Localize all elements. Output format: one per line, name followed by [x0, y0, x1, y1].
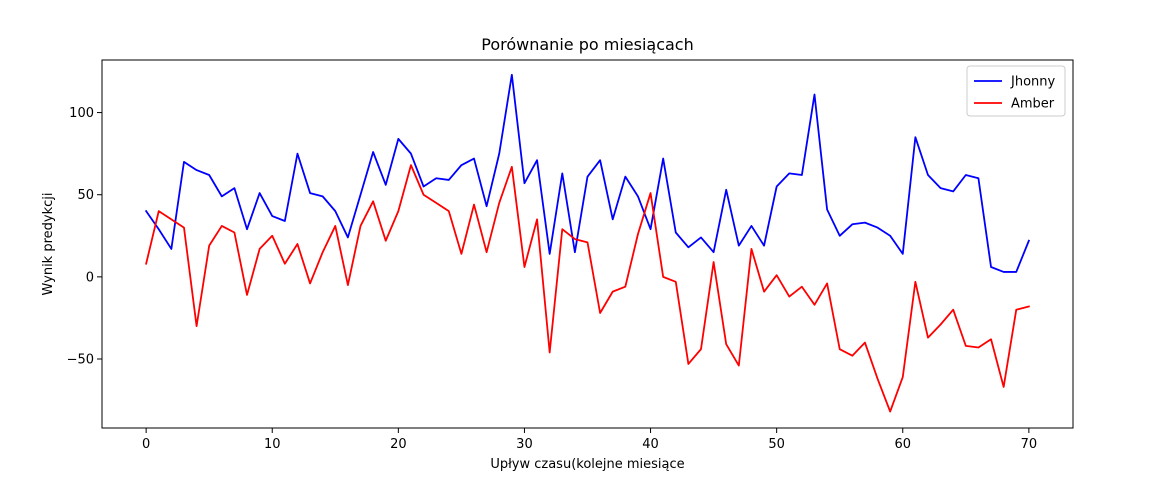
x-tick-label: 70	[1021, 437, 1038, 452]
x-tick-label: 10	[264, 437, 281, 452]
y-tick-label: −50	[67, 353, 94, 368]
y-tick-label: 100	[69, 106, 94, 121]
series-line-jhonny	[144, 73, 1031, 273]
x-tick-label: 0	[142, 437, 150, 452]
legend-entry: Amber	[1011, 97, 1055, 112]
chart-title: Porównanie po miesiącach	[481, 35, 693, 54]
y-tick-label: 50	[77, 188, 94, 203]
x-tick-label: 30	[516, 437, 533, 452]
y-axis: −50 0 50 100	[67, 106, 102, 368]
x-tick-label: 20	[390, 437, 407, 452]
series-line-amber	[145, 164, 1030, 413]
x-tick-label: 60	[894, 437, 911, 452]
legend: Jhonny Amber	[966, 65, 1066, 117]
plot-frame	[101, 59, 1074, 429]
y-axis-label: Wynik predykcji	[41, 193, 56, 296]
series-layer	[144, 73, 1031, 413]
x-tick-label: 50	[768, 437, 785, 452]
x-tick-label: 40	[642, 437, 659, 452]
y-tick-label: 0	[86, 270, 94, 285]
x-axis-label: Upływ czasu(kolejne miesiące	[490, 457, 684, 472]
legend-entry: Jhonny	[1010, 75, 1056, 90]
x-axis: 0 10 20 30 40 50 60 70	[142, 428, 1037, 452]
